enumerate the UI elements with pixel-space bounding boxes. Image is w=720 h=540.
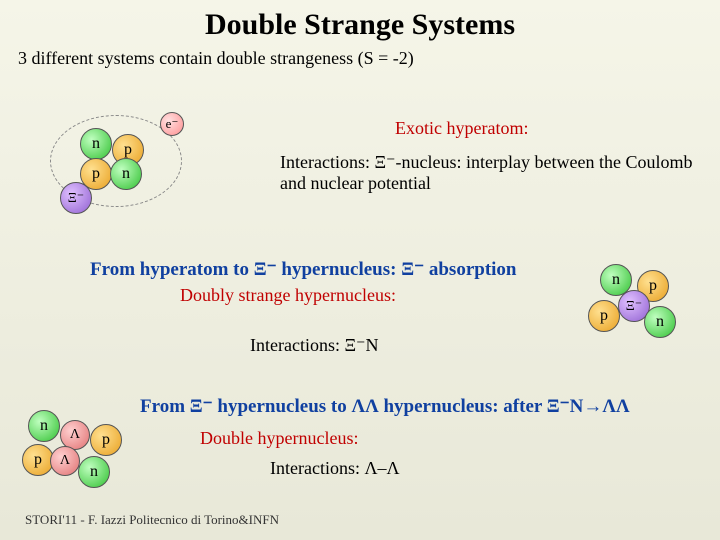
transition-1: From hyperatom to Ξ⁻ hypernucleus: Ξ⁻ ab… [90, 258, 517, 281]
lambda-particle: Λ [50, 446, 80, 476]
neutron-particle: n [110, 158, 142, 190]
neutron-particle: n [80, 128, 112, 160]
hyperatom-diagram: n p p n Ξ⁻ e⁻ [60, 120, 180, 240]
lambda-hypernucleus-diagram: n Λ p p Λ n [20, 408, 140, 508]
proton-particle: p [588, 300, 620, 332]
electron-particle: e⁻ [160, 112, 184, 136]
neutron-particle: n [28, 410, 60, 442]
double-hypernucleus-label: Double hypernucleus: [200, 428, 358, 449]
xi-particle: Ξ⁻ [60, 182, 92, 214]
slide-footer: STORI'11 - F. Iazzi Politecnico di Torin… [25, 512, 279, 528]
proton-particle: p [90, 424, 122, 456]
slide-subtitle: 3 different systems contain double stran… [0, 42, 720, 69]
transition-2: From Ξ⁻ hypernucleus to ΛΛ hypernucleus:… [140, 395, 630, 418]
interactions-1: Interactions: Ξ⁻-nucleus: interplay betw… [280, 152, 700, 194]
doubly-strange-label: Doubly strange hypernucleus: [180, 285, 396, 306]
interactions-3: Interactions: Λ–Λ [270, 458, 400, 479]
neutron-particle: n [78, 456, 110, 488]
slide-title: Double Strange Systems [0, 0, 720, 42]
neutron-particle: n [644, 306, 676, 338]
exotic-hyperatom-label: Exotic hyperatom: [395, 118, 528, 139]
xi-hypernucleus-diagram: n p Ξ⁻ p n [582, 262, 692, 357]
interactions-2: Interactions: Ξ⁻N [250, 335, 379, 356]
